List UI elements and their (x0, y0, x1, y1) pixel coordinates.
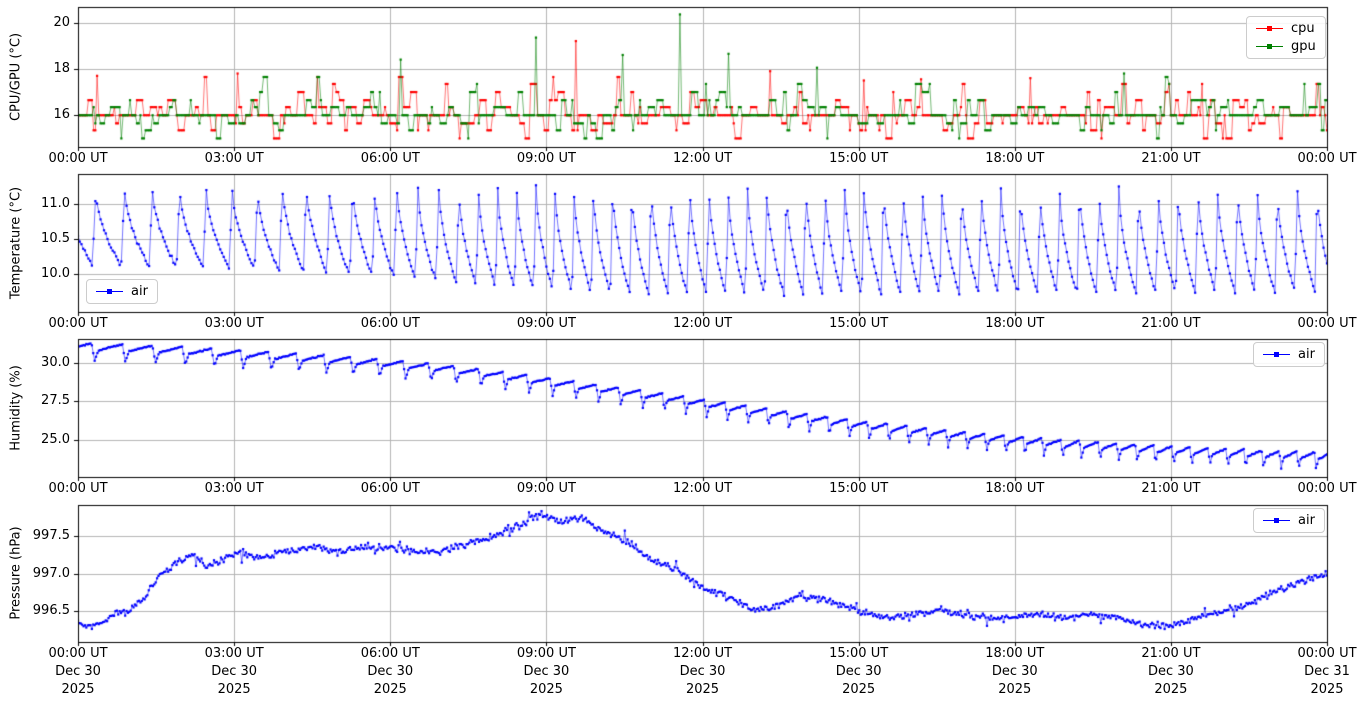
x-tick-label: 21:00 UT (1141, 481, 1201, 496)
x-tick-label: 21:00 UT (1141, 646, 1201, 661)
y-tick-label: 18 (53, 60, 70, 76)
y-tick-label: 10.0 (41, 265, 70, 281)
legend-label: air (1298, 347, 1315, 362)
x-tick-date-label: Dec 31 (1304, 664, 1350, 679)
legend-marker-icon (1267, 44, 1272, 49)
x-tick-year-label: 2025 (1310, 682, 1344, 697)
legend-cpu-gpu: cpu gpu (1246, 16, 1326, 59)
x-tick-label: 03:00 UT (204, 151, 264, 166)
x-tick-year-label: 2025 (685, 682, 720, 697)
y-tick-label: 996.5 (32, 602, 70, 618)
x-tick-label: 00:00 UT (48, 316, 108, 331)
legend-label: cpu (1291, 21, 1315, 36)
x-tick-date-label: Dec 30 (1147, 664, 1194, 679)
x-tick-label: 09:00 UT (516, 151, 576, 166)
x-tick-label: 03:00 UT (204, 646, 264, 661)
legend-line-sample-icon (1256, 44, 1283, 49)
y-tick-label: 997.0 (32, 565, 70, 581)
x-tick-date-label: Dec 30 (679, 664, 726, 679)
x-tick-label: 00:00 UT (1297, 151, 1357, 166)
x-tick-date-label: Dec 30 (991, 664, 1038, 679)
x-tick-label: 00:00 UT (1297, 481, 1357, 496)
legend-label: air (131, 284, 148, 299)
x-tick-year-label: 2025 (529, 682, 563, 697)
x-tick-label: 03:00 UT (204, 316, 264, 331)
x-tick-label: 00:00 UT (48, 151, 108, 166)
x-tick-year-label: 2025 (1154, 682, 1188, 697)
y-tick-label: 20 (53, 14, 70, 30)
y-tick-label: 16 (53, 107, 70, 123)
legend-entry: air (96, 284, 148, 299)
legend-temperature: air (86, 279, 158, 304)
x-tick-label: 00:00 UT (1297, 646, 1357, 661)
x-tick-label: 18:00 UT (985, 151, 1045, 166)
y-tick-label: 11.0 (41, 195, 70, 211)
x-tick-label: 18:00 UT (985, 316, 1045, 331)
legend-marker-icon (1267, 26, 1272, 31)
x-tick-year-label: 2025 (842, 682, 876, 697)
x-tick-label: 09:00 UT (516, 481, 576, 496)
legend-entry: cpu (1256, 21, 1316, 36)
x-tick-label: 00:00 UT (48, 481, 108, 496)
x-tick-label: 12:00 UT (672, 151, 733, 166)
y-tick-label: 25.0 (41, 431, 70, 447)
legend-line-sample-icon (1263, 352, 1290, 357)
x-tick-label: 18:00 UT (985, 646, 1045, 661)
y-tick-label: 27.5 (41, 393, 70, 409)
y-tick-label: 30.0 (41, 354, 70, 370)
legend-label: gpu (1291, 39, 1316, 54)
legend-pressure: air (1253, 508, 1325, 533)
legend-marker-icon (1274, 352, 1279, 357)
legend-label: air (1298, 513, 1315, 528)
x-tick-label: 06:00 UT (360, 481, 420, 496)
y-tick-label: 10.5 (41, 230, 70, 246)
x-tick-date-label: Dec 30 (55, 664, 101, 679)
x-tick-date-label: Dec 30 (523, 664, 570, 679)
x-tick-label: 00:00 UT (1297, 316, 1357, 331)
x-tick-label: 06:00 UT (360, 151, 420, 166)
x-tick-year-label: 2025 (217, 682, 251, 697)
x-tick-label: 09:00 UT (516, 316, 576, 331)
x-tick-year-label: 2025 (998, 682, 1032, 697)
x-tick-label: 12:00 UT (672, 646, 733, 661)
x-tick-label: 09:00 UT (516, 646, 576, 661)
x-tick-label: 06:00 UT (360, 316, 420, 331)
x-tick-date-label: Dec 30 (367, 664, 414, 679)
legend-line-sample-icon (1256, 26, 1283, 31)
legend-marker-icon (107, 289, 112, 294)
x-tick-label: 21:00 UT (1141, 316, 1201, 331)
x-tick-label: 18:00 UT (985, 481, 1045, 496)
legend-entry: air (1263, 513, 1315, 528)
x-tick-year-label: 2025 (373, 682, 407, 697)
x-tick-label: 06:00 UT (360, 646, 420, 661)
legend-entry: air (1263, 347, 1315, 362)
x-tick-label: 15:00 UT (829, 646, 889, 661)
legend-humidity: air (1253, 342, 1325, 367)
x-tick-label: 00:00 UT (48, 646, 108, 661)
x-tick-label: 12:00 UT (672, 481, 733, 496)
x-tick-label: 21:00 UT (1141, 151, 1201, 166)
x-tick-label: 12:00 UT (672, 316, 733, 331)
legend-entry: gpu (1256, 39, 1316, 54)
x-tick-date-label: Dec 30 (211, 664, 258, 679)
x-tick-label: 15:00 UT (829, 481, 889, 496)
x-tick-label: 03:00 UT (204, 481, 264, 496)
legend-line-sample-icon (96, 289, 123, 294)
legend-line-sample-icon (1263, 518, 1290, 523)
y-tick-label: 997.5 (32, 528, 70, 544)
x-tick-label: 15:00 UT (829, 316, 889, 331)
x-tick-year-label: 2025 (61, 682, 95, 697)
legend-marker-icon (1274, 518, 1279, 523)
x-tick-label: 15:00 UT (829, 151, 889, 166)
x-tick-date-label: Dec 30 (835, 664, 882, 679)
